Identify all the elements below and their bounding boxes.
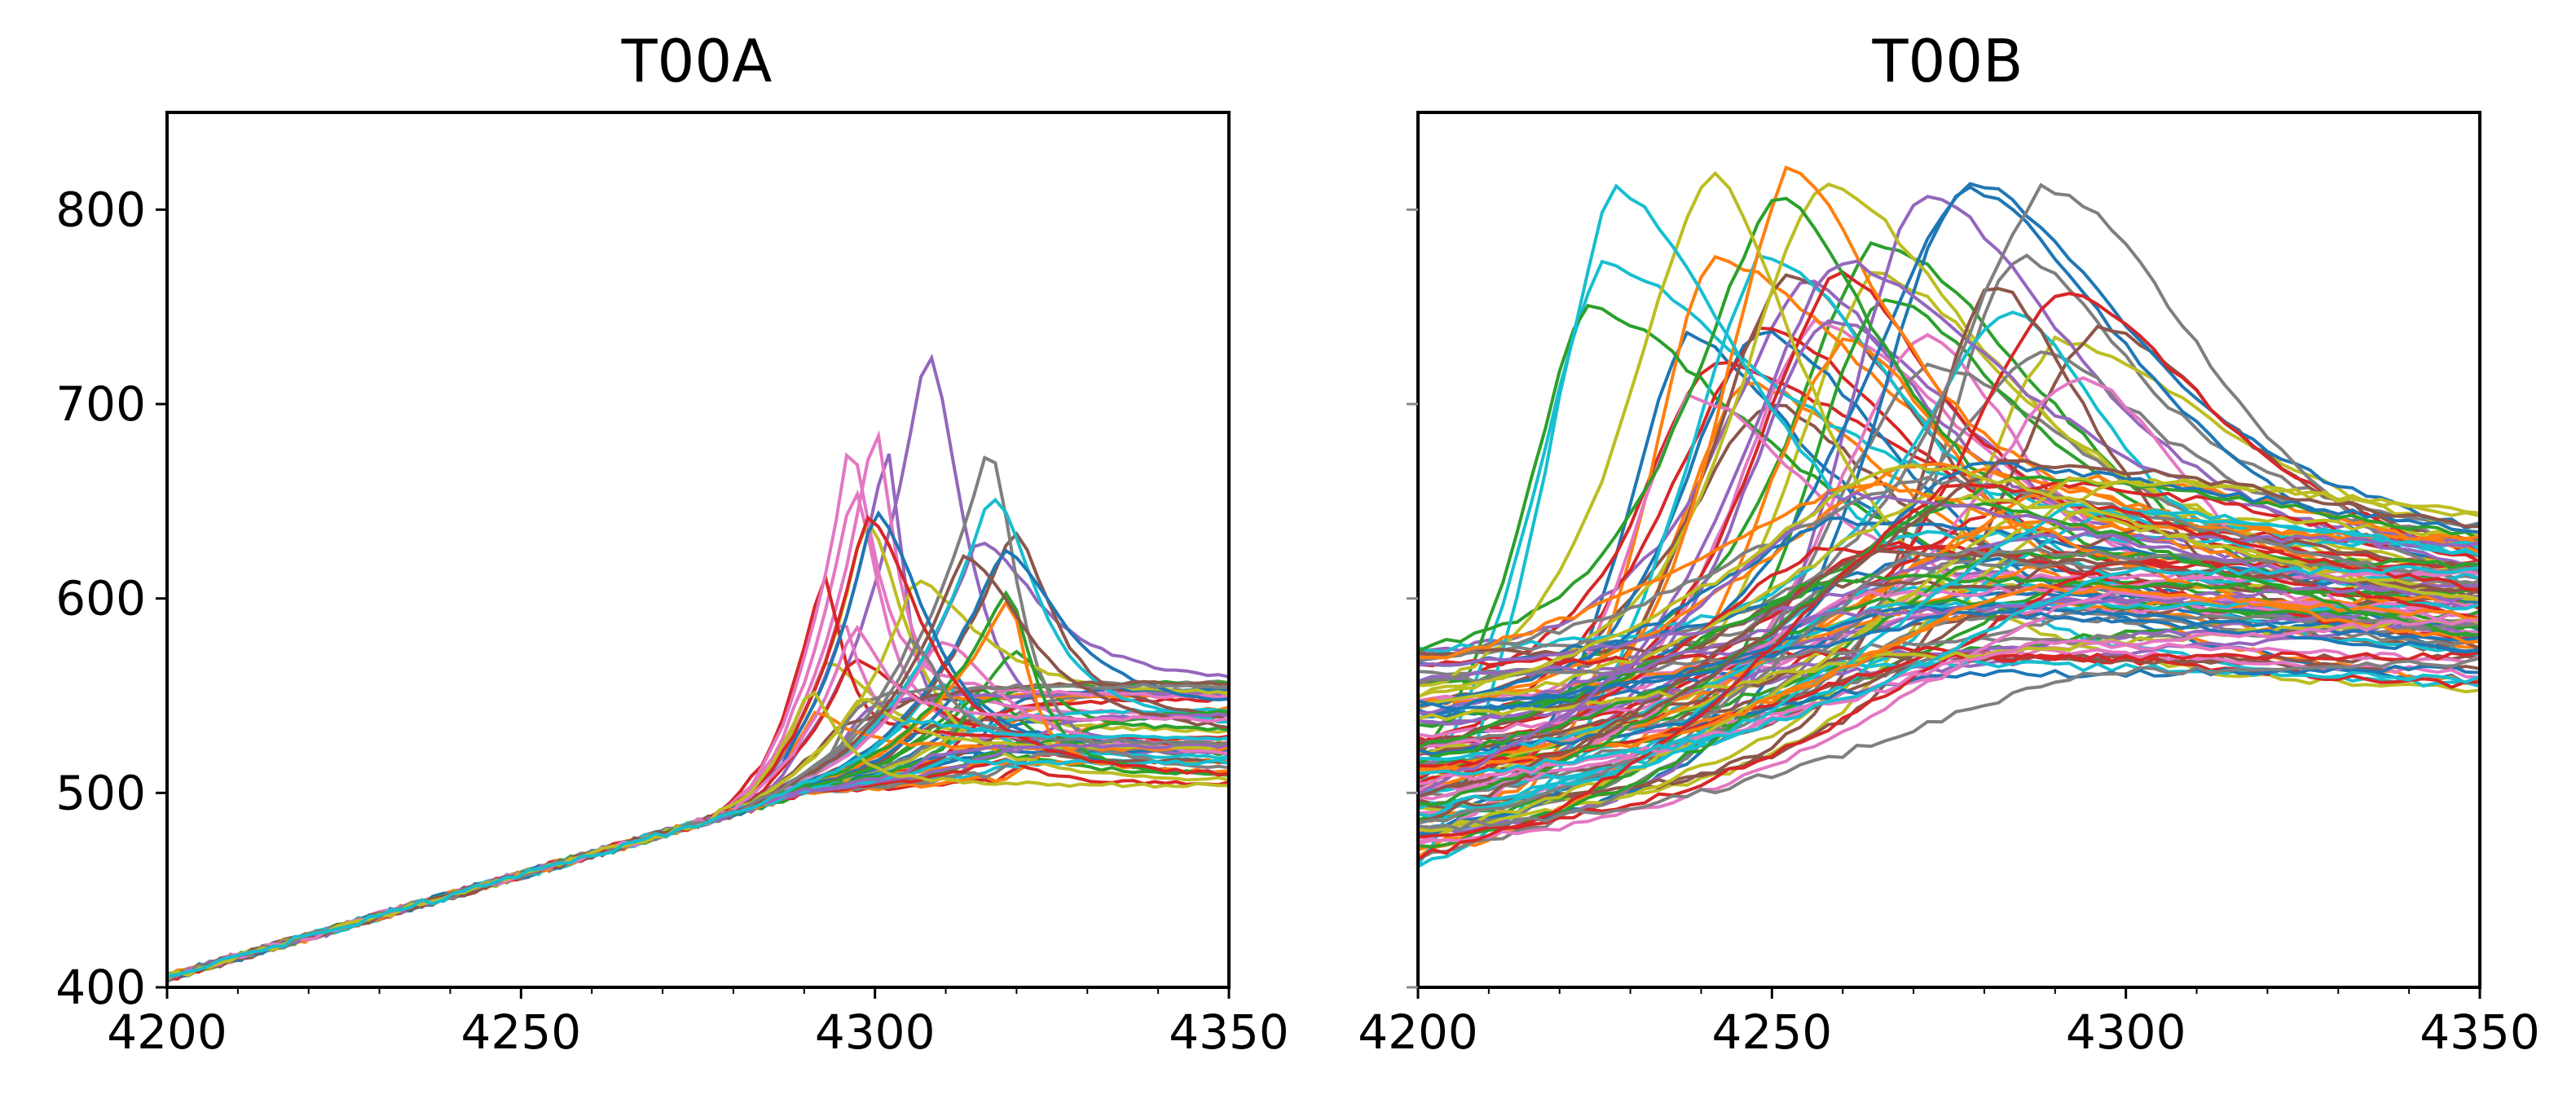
series-line (1417, 595, 2481, 765)
series-group-t00b (1416, 165, 2481, 868)
y-tick-label: 500 (55, 765, 146, 820)
series-line (166, 599, 1230, 981)
series-line (166, 745, 1230, 982)
x-tick-label: 4300 (815, 1004, 936, 1060)
series-line (165, 579, 1230, 983)
y-tick-label: 700 (55, 376, 146, 432)
x-tick-label: 4300 (2066, 1004, 2186, 1060)
series-line (1417, 657, 2481, 832)
series-line (1417, 569, 2481, 801)
chart-title-t00a: T00A (621, 27, 773, 95)
y-tick-label: 600 (55, 571, 146, 626)
series-line (1417, 490, 2481, 796)
x-tick-label: 4250 (1712, 1004, 1833, 1060)
series-line (166, 718, 1230, 978)
series-line (1417, 544, 2481, 781)
axes-frame-t00b (1416, 111, 2481, 989)
series-line (166, 758, 1230, 978)
series-line (1417, 530, 2481, 667)
x-tick-label: 4200 (1358, 1004, 1478, 1060)
panel-t00b: T00B 4200 4250 4300 4350 (1358, 27, 2540, 1060)
series-line (166, 732, 1230, 980)
axes-frame-t00a (165, 111, 1231, 989)
series-line (1417, 647, 2481, 792)
x-tick-label: 4250 (461, 1004, 582, 1060)
series-line (166, 757, 1230, 981)
x-tick-label: 4350 (2420, 1004, 2540, 1060)
panel-t00a: T00A 4200 4250 4300 4350 400 500 600 700 800 (55, 27, 1289, 1060)
series-line (1417, 481, 2481, 660)
series-line (1417, 459, 2481, 798)
series-line (1417, 565, 2481, 776)
series-line (166, 754, 1230, 978)
chart-title-t00b: T00B (1872, 27, 2023, 95)
series-line (166, 742, 1230, 979)
series-line (1417, 499, 2481, 806)
series-group-t00a (165, 354, 1230, 984)
series-line (1417, 617, 2481, 722)
series-line (1417, 617, 2481, 786)
ticks-t00b: 4200 4250 4300 4350 (1358, 208, 2540, 1060)
series-line (166, 453, 1230, 980)
series-line (165, 756, 1230, 982)
x-tick-label: 4200 (107, 1004, 227, 1060)
ticks-t00a: 4200 4250 4300 4350 400 500 600 700 800 (55, 182, 1289, 1060)
series-line (1417, 590, 2481, 846)
series-line (1417, 476, 2481, 662)
series-line (1417, 503, 2481, 811)
x-tick-label: 4350 (1169, 1004, 1289, 1060)
series-line (1417, 462, 2481, 710)
series-line (166, 745, 1230, 980)
series-line (1417, 582, 2481, 714)
series-line (1417, 664, 2481, 756)
y-tick-label: 400 (55, 960, 146, 1015)
series-line (1417, 525, 2481, 789)
series-line (165, 354, 1230, 983)
series-line (1416, 463, 2481, 699)
series-line (166, 571, 1230, 982)
series-line (166, 553, 1230, 980)
series-line (1416, 483, 2481, 861)
y-tick-label: 800 (55, 182, 146, 237)
series-line (166, 746, 1230, 978)
